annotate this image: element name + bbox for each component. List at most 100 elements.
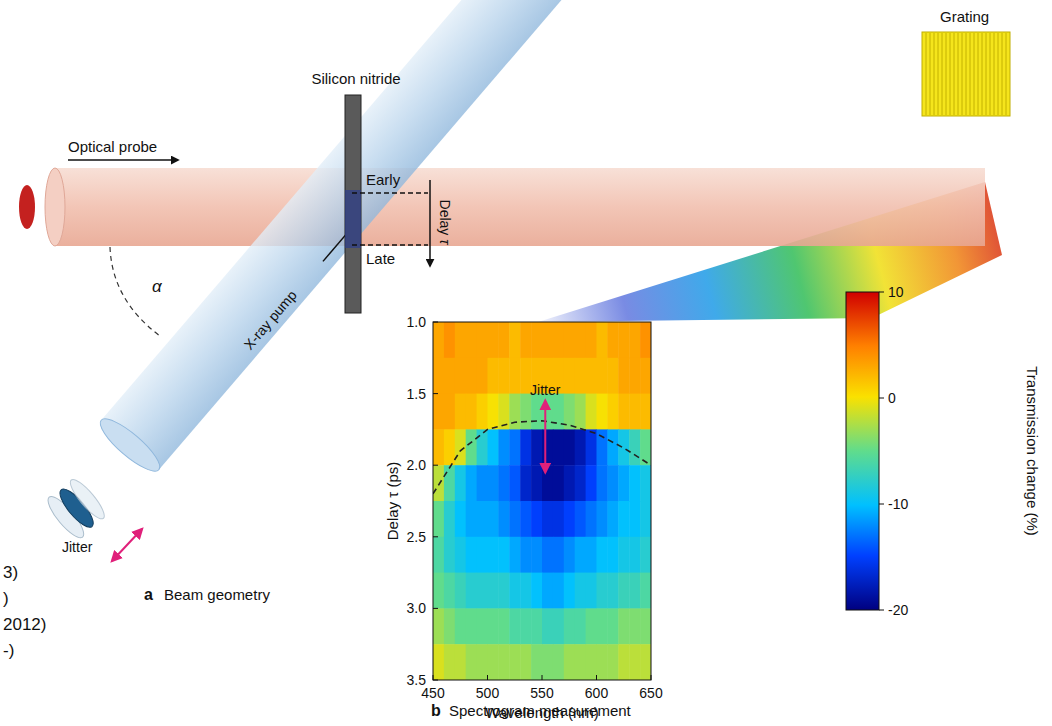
heatmap-cell [597, 573, 608, 609]
lens [43, 475, 109, 542]
heatmap-cell [455, 322, 466, 358]
heatmap-cell [629, 644, 640, 680]
heatmap-cell [509, 394, 520, 430]
grating-line [930, 33, 931, 115]
heatmap-cell [640, 322, 651, 358]
heatmap-cell [575, 322, 586, 358]
heatmap-cell [640, 358, 651, 394]
grating-body [922, 32, 1010, 116]
heatmap-cell [444, 501, 455, 537]
y-tick [433, 680, 438, 681]
heatmap-cell [444, 537, 455, 573]
heatmap-cell [477, 537, 488, 573]
late-line [352, 244, 428, 246]
heatmap-cell [618, 644, 629, 680]
grating-label: Grating [940, 8, 989, 25]
heatmap-cell [618, 608, 629, 644]
heatmap-cell [498, 358, 509, 394]
y-tick [433, 393, 438, 394]
heatmap-cell [575, 358, 586, 394]
beam-geometry: Optical probeGratingX-ray pumpαSilicon n… [3, 0, 1010, 660]
heatmap-cell [607, 537, 618, 573]
heatmap-cell [618, 537, 629, 573]
heatmap-cell [444, 573, 455, 609]
heatmap-cell [488, 501, 499, 537]
heatmap-cell [433, 465, 444, 501]
delay-word: Delay [437, 200, 453, 240]
xray-beam: X-ray pump [94, 0, 575, 478]
heatmap-cell [466, 644, 477, 680]
heatmap-cell [564, 644, 575, 680]
annotation-arrow [544, 401, 546, 473]
heatmap-cell [597, 394, 608, 430]
heatmap-cell [607, 608, 618, 644]
cells [433, 322, 651, 680]
margin-fragment: 3) [3, 563, 18, 582]
delay-label: Delay τ [437, 200, 453, 246]
heatmap-cell [542, 644, 553, 680]
y-tick-label: 3.0 [407, 600, 427, 616]
heatmap-cell [586, 465, 597, 501]
heatmap-cell [498, 573, 509, 609]
heatmap-cell [455, 644, 466, 680]
heatmap-cell [629, 465, 640, 501]
jitter-arrow [112, 529, 142, 561]
heatmap-cell [542, 608, 553, 644]
grating-line [926, 33, 927, 115]
heatmap-cell [553, 322, 564, 358]
heatmap-cell [433, 608, 444, 644]
grating-line [978, 33, 979, 115]
heatmap-cell [509, 322, 520, 358]
heatmap-cell [586, 394, 597, 430]
heatmap-cell [640, 608, 651, 644]
heatmap-cell [444, 394, 455, 430]
heatmap-cell [444, 322, 455, 358]
heatmap-cell [597, 501, 608, 537]
panel-letter: a [144, 586, 153, 603]
heatmap-cell [597, 537, 608, 573]
grating-line [934, 33, 935, 115]
heatmap-cell [553, 644, 564, 680]
heatmap-cell [509, 608, 520, 644]
heatmap-cell [640, 501, 651, 537]
x-tick-label: 550 [530, 685, 554, 701]
heatmap-cell [607, 358, 618, 394]
heatmap-cell [629, 501, 640, 537]
delay-symbol: τ [437, 239, 453, 245]
grating-line [982, 33, 983, 115]
heatmap-cell [466, 394, 477, 430]
heatmap-cell [498, 322, 509, 358]
heatmap-cell [466, 465, 477, 501]
heatmap-cell [629, 573, 640, 609]
spectrogram: 4505005506006501.01.52.02.53.03.5Wavelen… [384, 284, 1041, 721]
heatmap-cell [575, 608, 586, 644]
angle-label: α [152, 277, 163, 296]
heatmap-cell [542, 537, 553, 573]
y-tick [433, 322, 438, 323]
heatmap-cell [640, 429, 651, 465]
heatmap-cell [597, 465, 608, 501]
y-tick [433, 465, 438, 466]
heatmap-cell [564, 465, 575, 501]
heatmap-cell [586, 537, 597, 573]
grating [922, 32, 1010, 116]
heatmap-cell [564, 501, 575, 537]
heatmap-cell [444, 644, 455, 680]
heatmap-cell [629, 537, 640, 573]
colorbar-title: Transmission change (%) [1024, 366, 1041, 536]
probe-beam-end [45, 168, 65, 246]
colorbar-tick-label: -20 [888, 602, 908, 618]
pumped-region [345, 190, 361, 248]
heatmap-cell [607, 429, 618, 465]
heatmap-cell [509, 644, 520, 680]
heatmap-cell [455, 608, 466, 644]
heatmap-cell [433, 573, 444, 609]
probe-arrow [68, 159, 178, 161]
heatmap-cell [498, 537, 509, 573]
heatmap-cell [629, 358, 640, 394]
heatmap-cell [618, 573, 629, 609]
heatmap-cell [564, 537, 575, 573]
heatmap-cell [629, 322, 640, 358]
lens-element [66, 475, 109, 522]
heatmap-cell [553, 429, 564, 465]
